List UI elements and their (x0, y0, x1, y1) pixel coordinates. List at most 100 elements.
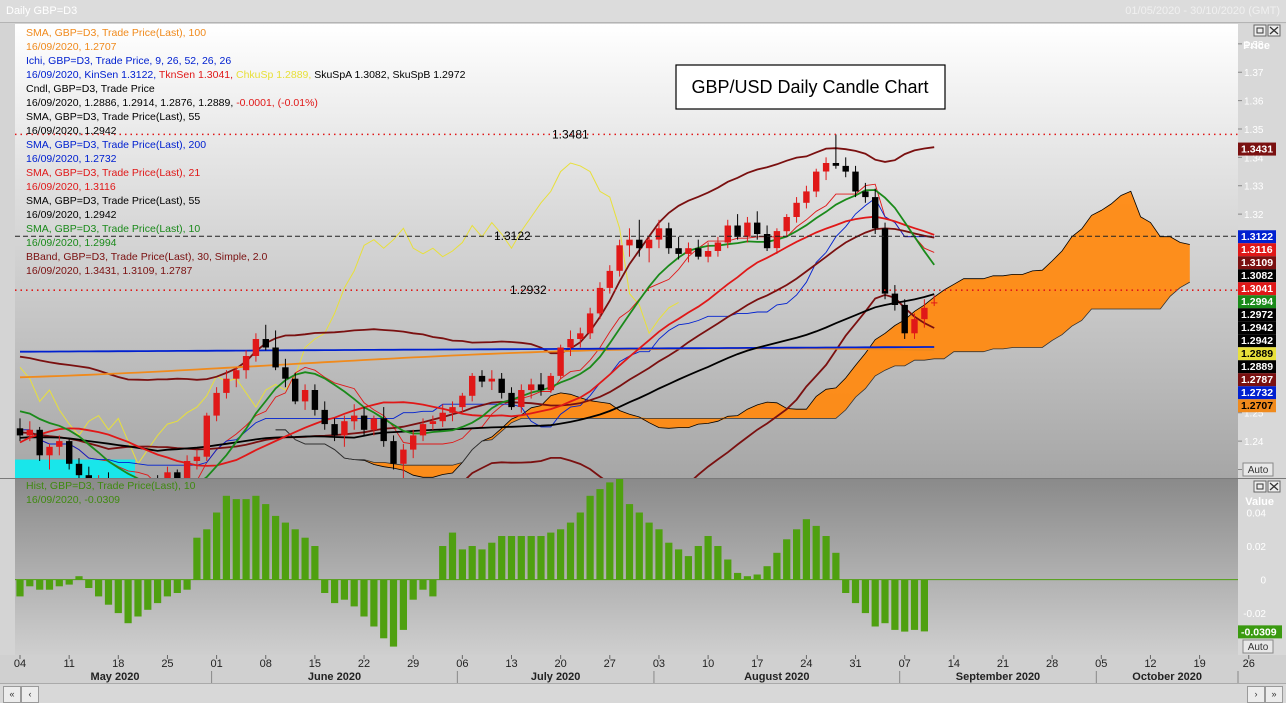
price-tick-label: 1.36 (1244, 97, 1264, 108)
histogram-bar (596, 489, 604, 580)
candle-body (351, 415, 358, 422)
legend-values: 16/09/2020, 1.2707 (26, 41, 117, 53)
histogram-bar (704, 536, 712, 580)
candle-body (822, 163, 830, 172)
upper-pane-controls[interactable] (1253, 24, 1281, 37)
histogram-bar (920, 579, 928, 632)
candle-body (75, 463, 83, 476)
histogram-bar (350, 579, 358, 607)
bband-middle (19, 227, 935, 451)
candle-body (763, 234, 771, 249)
date-tick-label: 15 (309, 658, 321, 670)
scroll-last-icon[interactable]: » (1265, 686, 1283, 703)
histogram-bar (763, 566, 771, 580)
date-tick-label: 04 (14, 658, 26, 670)
lower-legend-header: Hist, GBP=D3, Trade Price(Last), 10 (26, 480, 196, 492)
histogram-bar (85, 579, 93, 588)
month-label: July 2020 (531, 671, 581, 683)
sma-55-line (19, 293, 935, 452)
histogram-bar (665, 542, 673, 580)
candle-body (410, 435, 417, 450)
histogram-bar (625, 504, 634, 580)
horizontal-scrollbar[interactable]: « ‹ › » (0, 683, 1286, 703)
price-tag-label: 1.3082 (1241, 270, 1273, 282)
histogram-bar (694, 546, 702, 580)
date-tick-label: 07 (899, 658, 911, 670)
histogram-bar (311, 546, 319, 580)
lower-pane-controls[interactable] (1253, 480, 1281, 493)
price-tick-label: 1.32 (1244, 210, 1264, 221)
histogram-bar (55, 579, 63, 587)
candle-body (675, 248, 682, 254)
price-tick-label: 1.38 (1244, 40, 1264, 51)
candle-body (66, 441, 73, 464)
histogram-bar (252, 495, 260, 580)
price-tag-label: 1.3041 (1241, 283, 1273, 295)
histogram-bar (203, 529, 211, 580)
histogram-bar (173, 579, 181, 593)
candle-body (547, 375, 554, 391)
window-titlebar: Daily GBP=D3 01/05/2020 - 30/10/2020 (GM… (0, 0, 1286, 23)
price-tag-label: 1.3109 (1241, 257, 1273, 269)
candle-body (478, 375, 486, 382)
candle-body (931, 302, 938, 304)
histogram-bar (213, 512, 221, 580)
candle-body (459, 395, 466, 408)
histogram-bar (154, 579, 162, 604)
auto-scale-button (1242, 639, 1274, 654)
price-tick-label: 1.33 (1244, 182, 1264, 193)
scroll-left-icon[interactable]: ‹ (21, 686, 39, 703)
candle-body (754, 222, 761, 234)
histogram-bar (95, 579, 103, 597)
month-label: October 2020 (1132, 671, 1202, 683)
histogram-bar (773, 552, 781, 580)
value-tick-label: 0.04 (1247, 509, 1267, 520)
scroll-right-icon[interactable]: › (1247, 686, 1265, 703)
histogram-bar (193, 537, 201, 580)
histogram-bar (114, 579, 122, 614)
candle-body (793, 202, 800, 217)
histogram-bar (281, 522, 289, 580)
candle-body (85, 475, 92, 478)
candle-body (174, 472, 181, 478)
histogram-bar (547, 532, 555, 580)
month-label: June 2020 (308, 671, 361, 683)
price-tag-label: 1.3116 (1241, 244, 1273, 256)
candle-body (921, 307, 928, 320)
legend-value-part: -0.0001, (-0.01%) (236, 97, 318, 109)
legend-value-part: ChkuSp 1.2889, (236, 69, 314, 81)
histogram-bar (104, 579, 113, 605)
candle-body (16, 428, 24, 436)
histogram-bar (144, 579, 152, 610)
candle-body (636, 239, 643, 249)
value-tag (1238, 625, 1282, 639)
histogram-bar (566, 522, 575, 580)
date-tick-label: 14 (948, 658, 960, 670)
price-tag-label: 1.2889 (1241, 348, 1273, 360)
value-tag-label: -0.0309 (1241, 626, 1277, 638)
auto-scale-button (1242, 462, 1274, 477)
legend-header: SMA, GBP=D3, Trade Price(Last), 55 (26, 195, 200, 207)
histogram-bar (881, 579, 889, 624)
scroll-first-icon[interactable]: « (3, 686, 21, 703)
histogram-bar (272, 515, 280, 580)
legend-values: 16/09/2020, 1.2942 (26, 209, 117, 221)
restore-icon[interactable] (1253, 480, 1267, 493)
price-tag (1238, 295, 1276, 309)
candle-body (773, 231, 781, 249)
ichimoku-cloud (275, 191, 1190, 478)
candle-body (842, 165, 849, 172)
price-plot (15, 134, 1190, 478)
histogram-bar (851, 579, 860, 604)
restore-icon[interactable] (1253, 24, 1267, 37)
legend-header: SMA, GBP=D3, Trade Price(Last), 100 (26, 27, 206, 39)
histogram-bar (242, 499, 250, 580)
price-tag (1238, 282, 1276, 296)
histogram-bar (783, 539, 791, 580)
candle-body (832, 163, 840, 166)
histogram-bar (812, 525, 820, 580)
legend-header: SMA, GBP=D3, Trade Price(Last), 21 (26, 167, 200, 179)
candle-body (734, 225, 741, 237)
histogram-bar (75, 576, 83, 580)
